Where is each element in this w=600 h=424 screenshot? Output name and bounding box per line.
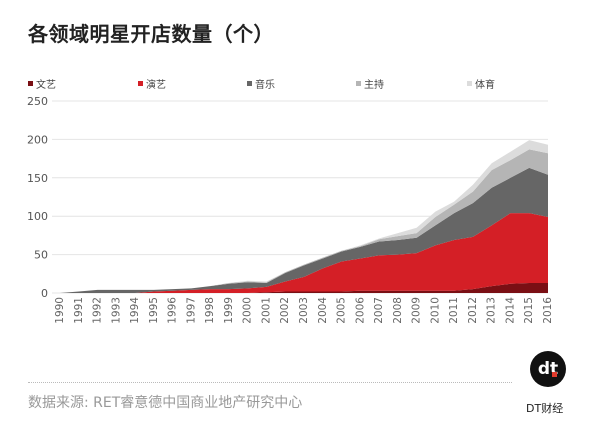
legend-label: 音乐: [255, 80, 275, 91]
area-series-2: [60, 213, 548, 293]
legend-item: 演艺: [138, 76, 166, 91]
x-tick-label: 2003: [298, 297, 310, 324]
x-tick-label: 1991: [73, 297, 85, 324]
x-tick-label: 2007: [373, 297, 385, 324]
legend-item: 音乐: [247, 76, 275, 91]
x-tick-label: 2013: [486, 297, 498, 324]
x-tick-label: 2006: [354, 297, 366, 324]
divider: [28, 382, 512, 383]
chart-title: 各领域明星开店数量（个）: [28, 22, 274, 46]
legend-label: 演艺: [146, 80, 166, 91]
legend: 文艺 演艺 音乐 主持 体育: [0, 76, 600, 91]
x-tick-label: 2002: [279, 297, 291, 324]
x-tick-label: 2000: [242, 297, 254, 324]
legend-label: 体育: [475, 80, 495, 91]
chart-plot: 0 50 100 150 200 250 1990 1991 1992 1993 1994 1995 1…: [27, 95, 554, 324]
legend-label: 主持: [364, 80, 384, 91]
legend-item: 主持: [356, 76, 384, 91]
brand-logo: dt: [530, 351, 566, 387]
x-tick-label: 1995: [148, 297, 160, 324]
x-tick-label: 1992: [92, 297, 104, 324]
brand-name: DT财经: [526, 402, 564, 415]
x-tick-label: 2010: [429, 297, 441, 324]
legend-item: 体育: [467, 76, 495, 91]
x-tick-label: 2004: [317, 297, 329, 324]
legend-swatch: [356, 81, 361, 86]
legend-swatch: [138, 81, 143, 86]
legend-item: 文艺: [28, 76, 56, 91]
legend-swatch: [247, 81, 252, 86]
legend-swatch: [467, 81, 472, 86]
x-tick-label: 1998: [204, 297, 216, 324]
x-tick-label: 2016: [542, 297, 554, 324]
y-tick-label: 100: [27, 210, 48, 223]
x-tick-label: 1994: [129, 297, 141, 324]
x-tick-label: 2005: [336, 297, 348, 324]
x-tick-label: 2012: [467, 297, 479, 324]
x-tick-label: 1996: [167, 297, 179, 324]
source-note: 数据来源: RET睿意德中国商业地产研究中心: [28, 395, 303, 411]
area-series-1: [60, 283, 548, 293]
x-tick-label: 1993: [110, 297, 122, 324]
y-tick-label: 250: [27, 95, 48, 108]
area-series-3: [60, 167, 548, 293]
legend-label: 文艺: [36, 80, 56, 91]
x-tick-label: 2015: [523, 297, 535, 324]
x-tick-label: 1999: [223, 297, 235, 324]
x-tick-label: 2011: [448, 297, 460, 324]
x-tick-label: 2009: [411, 297, 423, 324]
x-tick-label: 2014: [504, 297, 516, 324]
y-tick-label: 150: [27, 172, 48, 185]
legend-swatch: [28, 81, 33, 86]
x-tick-label: 1990: [54, 297, 66, 324]
y-tick-label: 0: [41, 287, 48, 300]
x-tick-label: 2001: [260, 297, 272, 324]
x-tick-label: 2008: [392, 297, 404, 324]
y-tick-label: 200: [27, 133, 48, 146]
x-tick-label: 1997: [185, 297, 197, 324]
y-tick-label: 50: [34, 249, 48, 262]
